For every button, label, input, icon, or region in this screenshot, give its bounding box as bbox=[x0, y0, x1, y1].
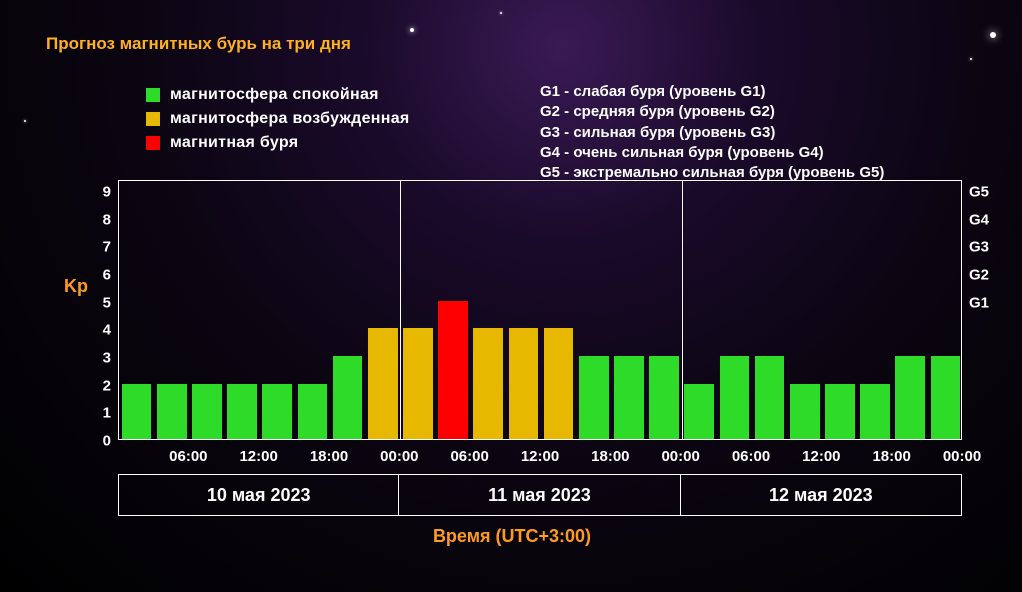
kp-bar bbox=[262, 384, 292, 439]
star bbox=[410, 28, 414, 32]
chart-title: Прогноз магнитных бурь на три дня bbox=[46, 34, 351, 54]
x-tick: 12:00 bbox=[521, 448, 559, 465]
g-tick: G3 bbox=[969, 239, 989, 256]
kp-bar bbox=[860, 384, 890, 439]
day-label-row: 10 мая 202311 мая 202312 мая 2023 bbox=[118, 474, 962, 516]
y-tick: 6 bbox=[103, 267, 111, 284]
kp-bar bbox=[122, 384, 152, 439]
kp-bar bbox=[684, 384, 714, 439]
kp-bar bbox=[157, 384, 187, 439]
y-tick: 8 bbox=[103, 211, 111, 228]
color-legend: магнитосфера спокойная магнитосфера возбу… bbox=[146, 86, 410, 158]
legend-label: магнитосфера возбужденная bbox=[170, 110, 410, 128]
g-tick: G1 bbox=[969, 294, 989, 311]
x-tick: 18:00 bbox=[591, 448, 629, 465]
star bbox=[970, 58, 972, 60]
day-separator bbox=[682, 181, 683, 439]
g-tick: G5 bbox=[969, 184, 989, 201]
g-legend-line: G4 - очень сильная буря (уровень G4) bbox=[540, 143, 884, 163]
legend-item: магнитосфера спокойная bbox=[146, 86, 410, 104]
y-tick: 2 bbox=[103, 377, 111, 394]
x-tick: 00:00 bbox=[943, 448, 981, 465]
plot-area: 0123456789G1G2G3G4G5 bbox=[118, 180, 962, 440]
x-tick: 00:00 bbox=[380, 448, 418, 465]
x-tick: 06:00 bbox=[450, 448, 488, 465]
kp-bar bbox=[298, 384, 328, 439]
kp-bar bbox=[614, 356, 644, 439]
kp-bar bbox=[473, 328, 503, 439]
legend-swatch bbox=[146, 112, 160, 126]
day-label: 10 мая 2023 bbox=[118, 474, 399, 516]
x-tick: 06:00 bbox=[169, 448, 207, 465]
x-tick: 12:00 bbox=[802, 448, 840, 465]
legend-label: магнитная буря bbox=[170, 134, 298, 152]
day-separator bbox=[400, 181, 401, 439]
kp-bar bbox=[544, 328, 574, 439]
legend-label: магнитосфера спокойная bbox=[170, 86, 379, 104]
g-scale-legend: G1 - слабая буря (уровень G1)G2 - средня… bbox=[540, 82, 884, 183]
kp-bar bbox=[649, 356, 679, 439]
kp-bar bbox=[895, 356, 925, 439]
g-legend-line: G2 - средняя буря (уровень G2) bbox=[540, 102, 884, 122]
chart-figure: Kp 0123456789G1G2G3G4G5 06:0012:0018:000… bbox=[48, 180, 976, 560]
x-axis-label: Время (UTC+3:00) bbox=[48, 526, 976, 547]
x-tick: 06:00 bbox=[732, 448, 770, 465]
legend-item: магнитосфера возбужденная bbox=[146, 110, 410, 128]
kp-bar bbox=[825, 384, 855, 439]
legend-item: магнитная буря bbox=[146, 134, 410, 152]
kp-bar bbox=[192, 384, 222, 439]
x-tick-row: 06:00 12:00 18:00 00:00 06:00 12:00 18:00 00:00… bbox=[118, 448, 962, 468]
y-axis-label: Kp bbox=[64, 276, 88, 297]
y-tick: 1 bbox=[103, 405, 111, 422]
star bbox=[500, 12, 502, 14]
g-legend-line: G3 - сильная буря (уровень G3) bbox=[540, 123, 884, 143]
x-tick: 18:00 bbox=[872, 448, 910, 465]
kp-bar bbox=[368, 328, 398, 439]
day-label: 11 мая 2023 bbox=[399, 474, 680, 516]
y-tick: 0 bbox=[103, 433, 111, 450]
kp-bar bbox=[438, 301, 468, 439]
x-tick: 18:00 bbox=[310, 448, 348, 465]
day-label: 12 мая 2023 bbox=[681, 474, 962, 516]
kp-bar bbox=[720, 356, 750, 439]
y-tick: 3 bbox=[103, 350, 111, 367]
g-legend-line: G1 - слабая буря (уровень G1) bbox=[540, 82, 884, 102]
kp-bar bbox=[403, 328, 433, 439]
legend-swatch bbox=[146, 88, 160, 102]
y-tick: 7 bbox=[103, 239, 111, 256]
legend-swatch bbox=[146, 136, 160, 150]
x-tick: 00:00 bbox=[661, 448, 699, 465]
star bbox=[990, 32, 996, 38]
g-tick: G4 bbox=[969, 211, 989, 228]
kp-bar bbox=[227, 384, 257, 439]
kp-bar bbox=[755, 356, 785, 439]
y-tick: 5 bbox=[103, 294, 111, 311]
kp-bar bbox=[333, 356, 363, 439]
g-tick: G2 bbox=[969, 267, 989, 284]
y-tick: 4 bbox=[103, 322, 111, 339]
kp-bar bbox=[790, 384, 820, 439]
kp-bar bbox=[579, 356, 609, 439]
star bbox=[24, 120, 26, 122]
y-tick: 9 bbox=[103, 184, 111, 201]
kp-bar bbox=[509, 328, 539, 439]
kp-bar bbox=[931, 356, 961, 439]
x-tick: 12:00 bbox=[239, 448, 277, 465]
